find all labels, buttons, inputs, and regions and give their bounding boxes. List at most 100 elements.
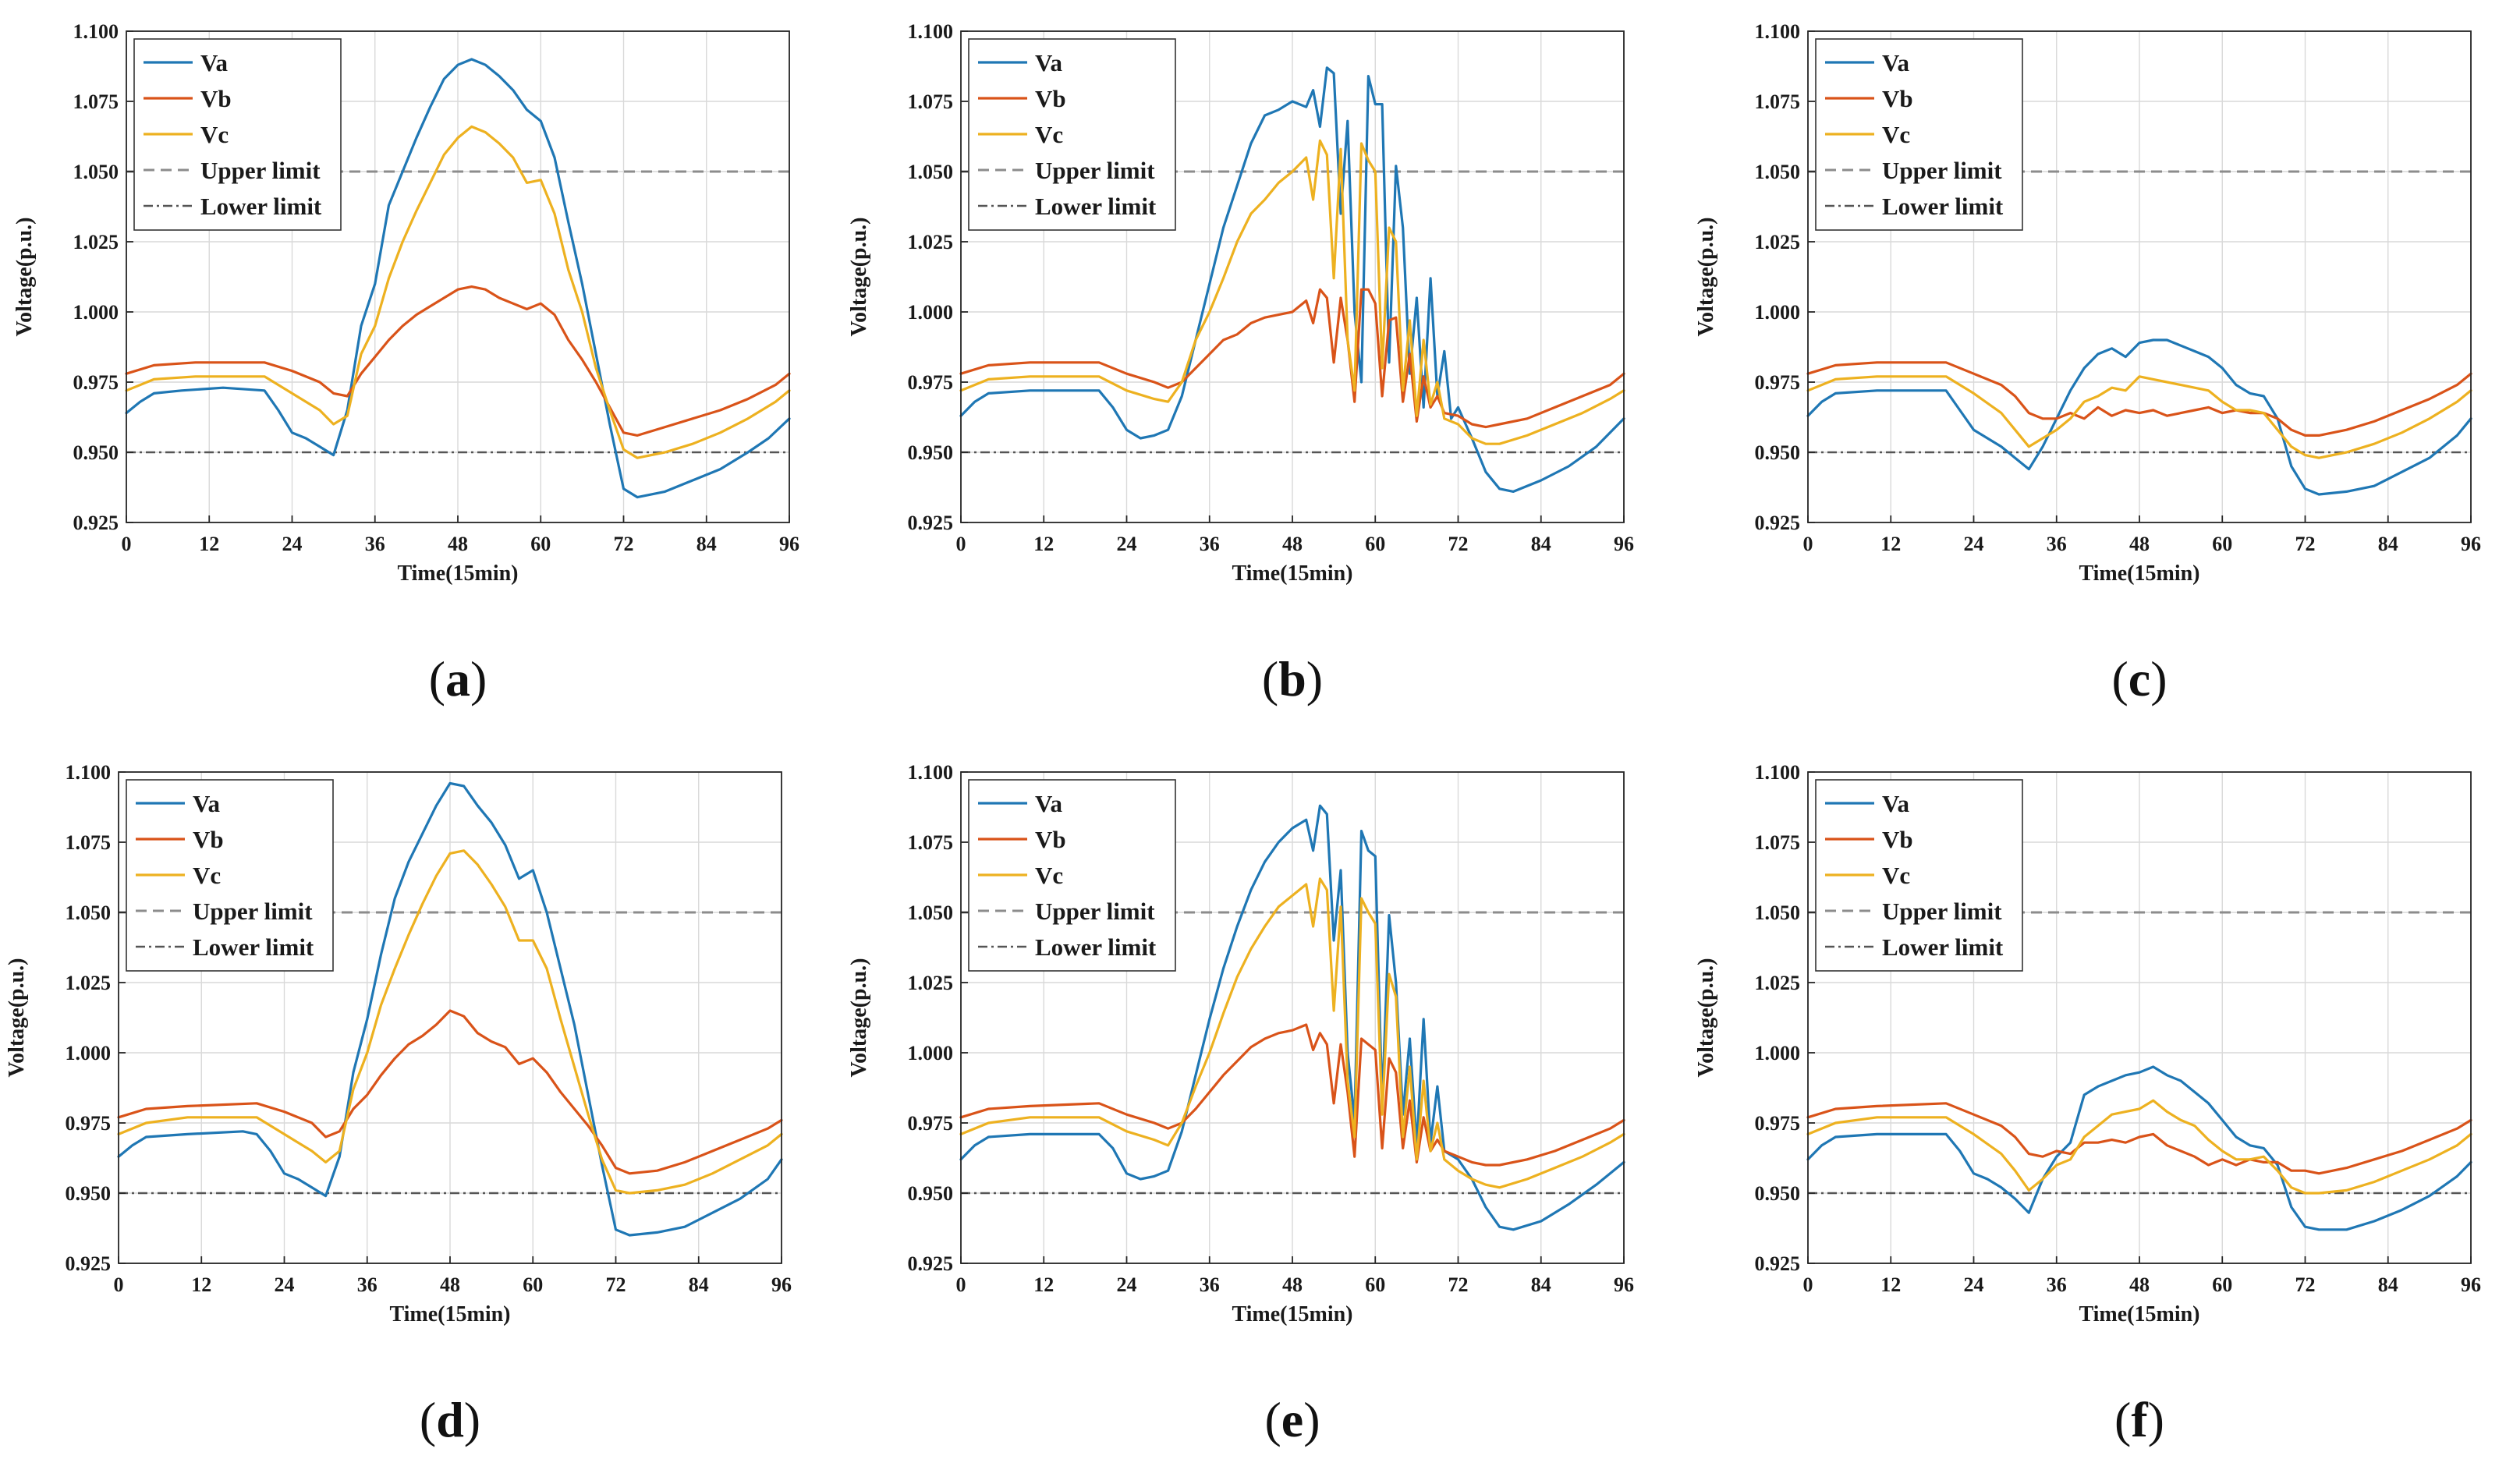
x-tick-label: 0 xyxy=(1803,533,1813,555)
chart-b: 0 12 24 36 48 60 72 84 96 0.925 0.950 0.975 1.000 1.0… xyxy=(847,20,1634,707)
x-tick-label: 36 xyxy=(365,533,385,555)
legend-label: Va xyxy=(1035,790,1063,817)
x-axis-title: Time(15min) xyxy=(1232,561,1352,586)
y-tick-label: 0.975 xyxy=(1755,1112,1801,1135)
series-line-vc xyxy=(125,125,791,459)
x-tick-label: 12 xyxy=(191,1273,211,1296)
x-tick-label: 96 xyxy=(2461,533,2481,555)
x-tick-label: 24 xyxy=(275,1273,295,1296)
y-tick-label: 1.100 xyxy=(66,761,112,784)
legend-label: Vc xyxy=(200,121,229,148)
y-axis-title: Voltage(p.u.) xyxy=(1694,218,1718,337)
x-tick-label: 48 xyxy=(440,1273,460,1296)
x-axis-title: Time(15min) xyxy=(397,561,518,586)
y-tick-label: 0.950 xyxy=(908,441,954,464)
x-tick-label: 0 xyxy=(956,1273,966,1296)
y-tick-label: 0.925 xyxy=(908,1252,954,1275)
y-tick-label: 1.100 xyxy=(908,761,954,784)
x-tick-label: 24 xyxy=(1117,533,1137,555)
x-tick-label: 60 xyxy=(530,533,551,555)
series-line-va xyxy=(959,66,1625,493)
x-tick-label: 84 xyxy=(2378,1273,2398,1296)
y-tick-label: 1.025 xyxy=(908,231,954,253)
x-tick-label: 24 xyxy=(1964,1273,1984,1296)
y-tick-label: 1.075 xyxy=(1755,831,1801,854)
legend-label: Vc xyxy=(1882,862,1910,889)
y-tick-label: 1.000 xyxy=(73,301,119,324)
x-tick-label: 0 xyxy=(956,533,966,555)
x-tick-label: 84 xyxy=(2378,533,2398,555)
x-tick-label: 60 xyxy=(1365,533,1385,555)
x-tick-label: 72 xyxy=(614,533,634,555)
x-tick-label: 36 xyxy=(1200,1273,1220,1296)
x-tick-label: 48 xyxy=(1282,533,1303,555)
legend-label: Upper limit xyxy=(1035,898,1155,925)
legend-label: Vb xyxy=(193,826,224,853)
y-tick-label: 1.000 xyxy=(66,1042,112,1064)
x-tick-label: 96 xyxy=(1614,1273,1634,1296)
x-tick-label: 72 xyxy=(2295,533,2316,555)
legend-label: Va xyxy=(1035,49,1063,76)
panel-label: (a) xyxy=(429,651,487,707)
y-tick-label: 0.950 xyxy=(1755,1182,1801,1205)
y-tick-label: 1.100 xyxy=(73,20,119,43)
y-tick-label: 1.050 xyxy=(908,901,954,924)
x-tick-label: 36 xyxy=(2047,533,2067,555)
x-tick-label: 36 xyxy=(2047,1273,2067,1296)
series-line-vb xyxy=(959,1023,1625,1167)
series-line-va xyxy=(1806,338,2472,496)
series-line-vc xyxy=(959,877,1625,1189)
y-axis-title: Voltage(p.u.) xyxy=(5,958,29,1078)
x-tick-label: 12 xyxy=(1880,533,1901,555)
y-tick-label: 0.950 xyxy=(73,441,119,464)
legend-label: Vc xyxy=(1882,121,1910,148)
x-tick-label: 84 xyxy=(1531,533,1551,555)
chart-e: 0 12 24 36 48 60 72 84 96 0.925 0.950 0.975 1.000 1.0… xyxy=(847,761,1634,1447)
legend-label: Vc xyxy=(193,862,221,889)
legend-label: Vb xyxy=(1035,826,1066,853)
y-tick-label: 1.050 xyxy=(908,161,954,183)
y-tick-label: 1.050 xyxy=(1755,901,1801,924)
legend-label: Lower limit xyxy=(1035,193,1157,220)
y-tick-label: 1.050 xyxy=(1755,161,1801,183)
y-tick-label: 0.950 xyxy=(66,1182,112,1205)
legend-label: Va xyxy=(200,49,229,76)
legend-label: Upper limit xyxy=(1035,157,1155,184)
legend-label: Lower limit xyxy=(193,933,314,961)
x-axis-title: Time(15min) xyxy=(2079,561,2199,586)
x-tick-label: 96 xyxy=(1614,533,1634,555)
panel-label: (d) xyxy=(420,1392,480,1447)
x-tick-label: 60 xyxy=(2212,1273,2232,1296)
y-tick-label: 0.975 xyxy=(908,1112,954,1135)
y-tick-label: 0.925 xyxy=(1755,1252,1801,1275)
y-axis-title: Voltage(p.u.) xyxy=(847,218,871,337)
y-axis-title: Voltage(p.u.) xyxy=(847,958,871,1078)
x-tick-label: 12 xyxy=(199,533,219,555)
y-tick-label: 0.925 xyxy=(73,512,119,534)
y-tick-label: 0.975 xyxy=(1755,371,1801,394)
series-line-va xyxy=(125,58,791,499)
series-line-vb xyxy=(125,285,791,437)
panel-label: (b) xyxy=(1262,651,1323,707)
x-tick-label: 96 xyxy=(779,533,799,555)
series-line-vc xyxy=(1806,1099,2472,1195)
y-tick-label: 1.000 xyxy=(1755,301,1801,324)
chart-c: 0 12 24 36 48 60 72 84 96 0.925 0.950 0.975 1.000 1.0… xyxy=(1694,20,2481,707)
x-axis-title: Time(15min) xyxy=(2079,1302,2199,1326)
legend-label: Va xyxy=(193,790,221,817)
y-tick-label: 1.025 xyxy=(1755,231,1801,253)
y-axis-title: Voltage(p.u.) xyxy=(1694,958,1718,1078)
series-line-vc xyxy=(117,849,783,1195)
x-tick-label: 48 xyxy=(2129,533,2150,555)
y-tick-label: 1.100 xyxy=(1755,20,1801,43)
x-tick-label: 36 xyxy=(1200,533,1220,555)
x-tick-label: 12 xyxy=(1033,1273,1054,1296)
x-axis-title: Time(15min) xyxy=(389,1302,510,1326)
legend-label: Vb xyxy=(1882,85,1913,112)
x-tick-label: 24 xyxy=(1964,533,1984,555)
panel-label: (f) xyxy=(2114,1392,2164,1447)
x-tick-label: 60 xyxy=(523,1273,543,1296)
x-tick-label: 0 xyxy=(122,533,132,555)
x-tick-label: 96 xyxy=(771,1273,792,1296)
